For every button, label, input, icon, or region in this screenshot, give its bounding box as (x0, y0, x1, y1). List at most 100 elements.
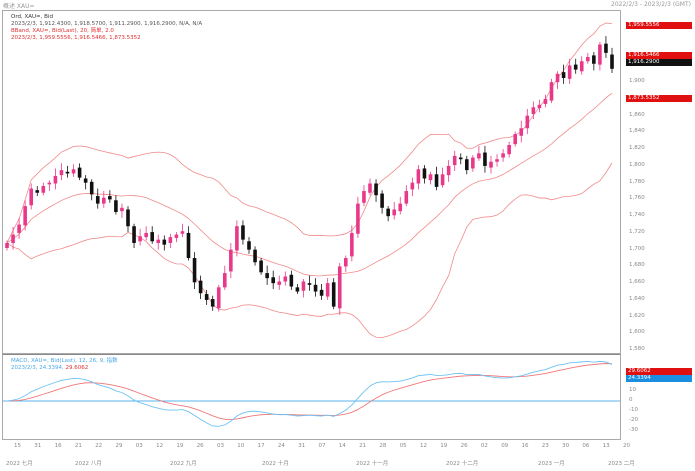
candle-body (223, 273, 227, 288)
macd-tick-label: -10 (629, 407, 638, 413)
candle-body (368, 183, 372, 193)
candle-body (168, 237, 173, 243)
price-tick-label: 1,840 (629, 128, 645, 135)
price-chart-panel[interactable]: Ord, XAU=, Bid 2023/2/3, 1,912.4300, 1,9… (2, 10, 621, 354)
candle-body (465, 159, 469, 171)
macd-tick-label: 10 (629, 387, 636, 393)
candle-body (325, 283, 330, 297)
price-tick-label: 1,600 (629, 329, 645, 336)
price-tick-label: 1,720 (629, 228, 645, 235)
macd-chart[interactable] (3, 355, 620, 439)
candle-body (138, 236, 142, 242)
day-label: 23 (541, 443, 549, 449)
day-label: 20 (623, 443, 630, 449)
candle-body (186, 232, 191, 259)
macd-panel[interactable]: MACD, XAU=, Bid(Last), 12, 26, 9, 指数 202… (2, 354, 621, 440)
candle-body (592, 55, 596, 64)
candle-body (23, 206, 27, 226)
candle-body (83, 178, 88, 183)
candle-body (156, 239, 161, 243)
price-tick-label: 1,860 (629, 111, 645, 118)
price-legend: Ord, XAU=, Bid 2023/2/3, 1,912.4300, 1,9… (11, 14, 202, 42)
candle-body (561, 72, 566, 78)
candle-body (235, 226, 239, 251)
day-label: 24 (277, 443, 285, 449)
day-label: 06 (582, 443, 590, 449)
day-label: 12 (156, 443, 164, 449)
candle-body (120, 207, 124, 212)
macd-legend: MACD, XAU=, Bid(Last), 12, 26, 9, 指数 202… (11, 358, 118, 372)
candle-body (374, 183, 378, 196)
macd-name: MACD, XAU=, Bid(Last), 12, 26, 9, 指数 (11, 358, 118, 364)
candle-body (198, 280, 203, 294)
price-tick-label: 1,800 (629, 161, 645, 168)
candle-body (586, 57, 590, 62)
candle-body (35, 190, 40, 193)
candle-body (126, 209, 130, 227)
month-label: 2022 十月 (262, 461, 289, 467)
candle-body (319, 289, 324, 296)
candle-body (422, 168, 427, 179)
day-label: 31 (34, 443, 42, 449)
candle-body (132, 226, 136, 243)
macd-tick-label: -30 (629, 427, 638, 433)
price-tick-label: 1,900 (629, 78, 645, 85)
candle-body (344, 258, 348, 267)
candle-body (386, 208, 390, 217)
last-price-tag: 1,916.2900 (626, 59, 692, 66)
day-label: 26 (196, 443, 204, 449)
candle-body (549, 82, 554, 101)
signal-tag: 29.6062 (626, 368, 692, 375)
candle-body (519, 128, 524, 136)
candle-body (283, 276, 288, 282)
candle-body (313, 284, 318, 292)
upper-band-tag: 1,959.5556 (626, 22, 692, 29)
price-tick-label: 1,580 (629, 346, 645, 353)
candle-body (89, 181, 94, 195)
candle-body (229, 249, 233, 272)
month-label: 2023 二月 (608, 461, 635, 467)
price-tick-label: 1,660 (629, 279, 645, 286)
candle-body (477, 153, 481, 159)
candle-body (507, 144, 511, 155)
day-label: 30 (562, 443, 570, 449)
candle-body (555, 73, 560, 83)
candle-body (537, 104, 542, 109)
month-label: 2022 十一月 (356, 461, 389, 467)
macd-tick-label: -20 (629, 417, 638, 423)
month-label: 2022 九月 (170, 461, 197, 467)
candle-body (337, 266, 342, 309)
macd-line (6, 360, 613, 427)
day-label: 16 (54, 443, 62, 449)
day-label: 03 (217, 443, 224, 449)
candle-body (404, 191, 409, 204)
bband-name: BBand, XAU=, Bid(Last), 20, 简单, 2.0 (11, 28, 114, 34)
candle-body (604, 43, 608, 53)
candle-body (440, 174, 445, 186)
price-chart[interactable] (3, 11, 620, 353)
candle-body (350, 232, 354, 257)
candle-body (65, 171, 70, 174)
candle-body (446, 165, 451, 176)
candle-body (573, 64, 578, 70)
candle-body (471, 157, 475, 169)
bband-values: 2023/2/3, 1,959.5556, 1,916.5466, 1,873.… (11, 35, 141, 41)
lower-band-line (6, 162, 613, 338)
candle-body (356, 203, 360, 234)
lower-band-tag: 1,873.5352 (626, 95, 692, 102)
month-label: 2023 一月 (538, 461, 565, 467)
candle-body (458, 157, 463, 160)
candle-body (192, 258, 197, 283)
candle-body (525, 115, 530, 129)
day-label: 17 (257, 443, 265, 449)
candle-body (289, 274, 294, 287)
candle-body (495, 159, 499, 162)
price-tick-label: 1,740 (629, 212, 645, 219)
day-label: 10 (237, 443, 245, 449)
series-name: Ord, XAU=, Bid (11, 14, 53, 20)
candle-body (144, 232, 148, 238)
day-label: 03 (135, 443, 143, 449)
candle-body (53, 175, 58, 184)
candle-body (331, 282, 336, 307)
day-label: 19 (176, 443, 184, 449)
